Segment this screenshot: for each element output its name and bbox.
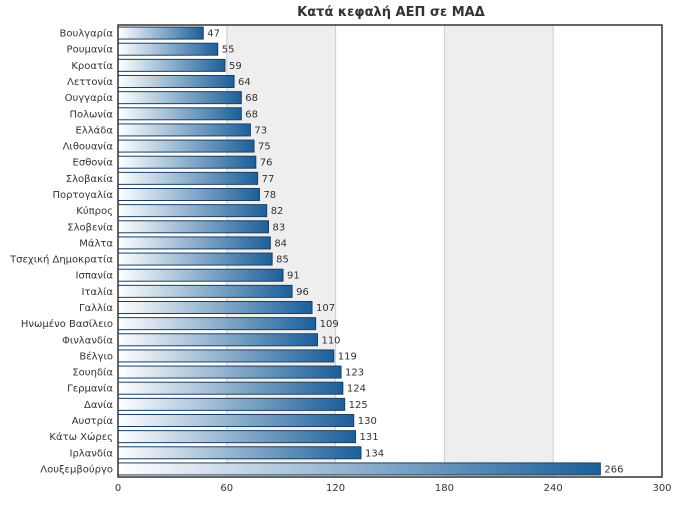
- value-label: 75: [258, 142, 271, 153]
- value-label: 47: [207, 29, 220, 40]
- bar: [117, 381, 344, 395]
- bar: [117, 301, 313, 314]
- bar: [117, 349, 335, 363]
- category-label: Φινλανδία: [62, 334, 113, 346]
- category-label: Εσθονία: [73, 157, 114, 169]
- category-label: Βουλγαρία: [59, 28, 113, 40]
- category-label: Ελλάδα: [76, 124, 114, 136]
- bar: [117, 284, 293, 298]
- category-labels: Βουλγαρία Ρουμανία Κροατία Λεττονία Ουγγαρία…: [9, 28, 113, 476]
- value-label: 123: [345, 368, 364, 379]
- bar: [117, 58, 226, 72]
- bar: [117, 123, 251, 137]
- bar: [117, 139, 255, 153]
- category-label: Βέλγιο: [79, 350, 113, 362]
- category-label: Ισπανία: [76, 270, 114, 282]
- category-label: Ουγγαρία: [65, 92, 114, 104]
- grid-band: [444, 25, 554, 477]
- value-label: 130: [358, 416, 377, 427]
- bar: [117, 171, 259, 185]
- category-label: Κύπρος: [76, 205, 113, 217]
- category-label: Γερμανία: [67, 383, 113, 395]
- bar: [117, 75, 235, 88]
- value-label: 55: [222, 45, 235, 56]
- value-label: 77: [262, 174, 275, 185]
- value-label: 124: [347, 384, 366, 395]
- bar: [117, 252, 273, 266]
- value-label: 131: [360, 432, 379, 443]
- value-label: 59: [229, 61, 242, 72]
- category-label: Κάτω Χώρες: [49, 431, 113, 443]
- x-axis-ticks: 0 60 120 180 240 300: [115, 483, 672, 494]
- bar: [117, 155, 257, 169]
- bar: [117, 188, 260, 201]
- value-label: 68: [245, 109, 258, 120]
- bar: [117, 430, 357, 444]
- category-label: Σλοβακία: [66, 173, 114, 185]
- bar: [117, 414, 355, 427]
- bar: [117, 333, 318, 347]
- value-label: 68: [245, 93, 258, 104]
- bar: [117, 317, 317, 331]
- plot-border: [117, 24, 663, 478]
- value-label: 125: [349, 400, 368, 411]
- value-label: 85: [276, 255, 289, 266]
- value-label: 83: [273, 222, 286, 233]
- bar: [117, 268, 284, 282]
- value-label: 134: [365, 448, 384, 459]
- x-tick-label: 240: [544, 483, 563, 494]
- x-tick-label: 60: [220, 483, 233, 494]
- value-label: 119: [338, 351, 357, 362]
- value-label: 82: [271, 206, 284, 217]
- bar: [117, 365, 342, 379]
- category-label: Δανία: [84, 399, 113, 411]
- category-label: Κροατία: [71, 60, 113, 72]
- value-label: 266: [604, 464, 623, 475]
- value-label: 96: [296, 287, 309, 298]
- category-label: Ιρλανδία: [70, 447, 114, 459]
- category-label: Ηνωμένο Βασίλειο: [21, 318, 113, 330]
- x-tick-label: 0: [115, 483, 121, 494]
- bar: [117, 91, 242, 105]
- value-label: 64: [238, 77, 251, 88]
- category-label: Μάλτα: [79, 237, 113, 249]
- value-label: 78: [263, 190, 276, 201]
- bar: [117, 42, 219, 56]
- bar: [117, 462, 601, 476]
- bar: [117, 26, 204, 40]
- category-label: Αυστρία: [72, 415, 114, 427]
- chart-title: Κατά κεφαλή ΑΕΠ σε ΜΑΔ: [297, 5, 485, 20]
- category-label: Λιθουανία: [63, 141, 114, 153]
- category-label: Λουξεμβούργο: [40, 463, 113, 475]
- category-label: Λεττονία: [67, 76, 113, 88]
- bar: [117, 220, 270, 234]
- value-label: 91: [287, 271, 300, 282]
- x-tick-label: 120: [326, 483, 345, 494]
- bar: [117, 446, 362, 460]
- value-label: 84: [274, 238, 287, 249]
- bar: [117, 397, 346, 411]
- category-label: Σουηδία: [72, 367, 113, 379]
- value-label: 107: [316, 303, 335, 314]
- category-label: Γαλλία: [79, 302, 113, 314]
- bars-group: [117, 26, 601, 476]
- category-label: Πορτογαλία: [52, 189, 113, 201]
- value-label: 110: [321, 335, 340, 346]
- bar: [117, 204, 268, 218]
- category-label: Πολωνία: [70, 108, 114, 120]
- x-tick-label: 300: [652, 483, 671, 494]
- category-label: Τσεχική Δημοκρατία: [9, 254, 113, 266]
- category-label: Σλοβενία: [67, 221, 113, 233]
- category-label: Ιταλία: [82, 286, 114, 298]
- value-label: 73: [254, 125, 267, 136]
- value-label: 109: [320, 319, 339, 330]
- x-tick-label: 180: [435, 483, 454, 494]
- category-label: Ρουμανία: [67, 44, 114, 56]
- value-label: 76: [260, 158, 273, 169]
- bar: [117, 107, 242, 121]
- bar: [117, 236, 271, 250]
